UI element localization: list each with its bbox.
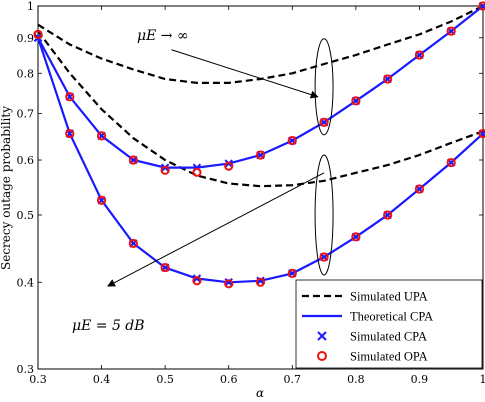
x-tick-label: 0.4 bbox=[93, 373, 111, 386]
series-line-1 bbox=[37, 5, 484, 169]
opa-marker bbox=[478, 1, 485, 11]
x-axis-label: α bbox=[256, 386, 264, 400]
y-axis-label: Secrecy outage probability bbox=[0, 106, 13, 270]
series-line-0 bbox=[37, 5, 484, 85]
opa-marker bbox=[383, 210, 393, 220]
opa-marker bbox=[383, 74, 393, 84]
opa-marker bbox=[414, 50, 425, 60]
series-line-1 bbox=[36, 37, 484, 284]
x-tick-label: 0.5 bbox=[156, 373, 174, 386]
legend-label: Simulated UPA bbox=[350, 290, 428, 304]
opa-marker bbox=[96, 195, 107, 205]
opa-marker bbox=[65, 128, 75, 139]
legend-swatch-o bbox=[317, 351, 327, 361]
cpa-marker bbox=[192, 274, 202, 283]
series-line-0 bbox=[37, 30, 484, 188]
opa-marker bbox=[224, 279, 234, 289]
opa-marker bbox=[446, 26, 456, 36]
opa-marker bbox=[255, 150, 266, 160]
legend-swatch-x bbox=[317, 331, 327, 341]
series-lines bbox=[36, 5, 484, 284]
opa-marker bbox=[224, 161, 234, 171]
legend-label: Simulated CPA bbox=[350, 330, 427, 344]
x-tick-label: 0.9 bbox=[411, 373, 429, 386]
arrow-upper bbox=[171, 49, 319, 99]
arrow-lower bbox=[107, 172, 325, 287]
opa-marker bbox=[319, 252, 329, 262]
opa-marker bbox=[287, 268, 297, 278]
x-tick-label: 0.7 bbox=[284, 373, 302, 386]
opa-marker bbox=[192, 167, 202, 177]
legend-label: Simulated OPA bbox=[350, 350, 428, 364]
legend: Simulated UPA Theoretical CPA Simulated CP… bbox=[295, 279, 483, 369]
y-tick-label: 1 bbox=[27, 0, 34, 13]
opa-marker bbox=[319, 117, 329, 127]
opa-marker bbox=[287, 135, 297, 146]
x-tick-label: 1 bbox=[480, 373, 485, 386]
annotations: μE → ∞ μE = 5 dB bbox=[72, 28, 334, 334]
opa-marker bbox=[446, 157, 456, 168]
x-tick-label: 0.6 bbox=[220, 373, 238, 386]
opa-marker bbox=[128, 238, 138, 249]
opa-marker bbox=[255, 277, 266, 287]
y-tick-label: 0.9 bbox=[17, 32, 35, 45]
axis-ticks: 0.3 0.4 0.5 0.6 0.7 0.8 0.9 1 0.3 0.4 0.5 0.6 0.7 0.8… bbox=[17, 0, 485, 386]
plot-frame bbox=[37, 5, 484, 370]
opa-marker bbox=[478, 128, 485, 139]
legend-box bbox=[295, 279, 483, 369]
ellipse-lower-group bbox=[314, 154, 334, 276]
annotation-mu-5db: μE = 5 dB bbox=[72, 318, 145, 334]
opa-marker bbox=[96, 131, 107, 141]
opa-marker bbox=[33, 29, 43, 40]
y-tick-label: 0.4 bbox=[17, 276, 35, 289]
opa-marker bbox=[160, 165, 170, 175]
y-tick-label: 0.7 bbox=[17, 108, 35, 121]
opa-marker bbox=[414, 184, 425, 194]
opa-marker bbox=[65, 92, 75, 102]
opa-marker bbox=[160, 262, 170, 273]
x-tick-label: 0.3 bbox=[29, 373, 47, 386]
y-tick-label: 0.3 bbox=[17, 363, 35, 376]
annotation-mu-inf: μE → ∞ bbox=[137, 28, 189, 44]
cpa-marker bbox=[224, 159, 233, 168]
opa-marker bbox=[128, 155, 138, 165]
legend-label: Theoretical CPA bbox=[350, 310, 433, 324]
ellipse-upper-group bbox=[314, 38, 334, 136]
series-markers bbox=[33, 1, 485, 289]
y-tick-label: 0.5 bbox=[17, 209, 35, 222]
x-tick-label: 0.8 bbox=[347, 373, 365, 386]
y-tick-label: 0.6 bbox=[17, 154, 35, 167]
cpa-marker bbox=[160, 163, 170, 172]
y-tick-label: 0.8 bbox=[17, 67, 35, 80]
opa-marker bbox=[351, 96, 361, 106]
opa-marker bbox=[351, 232, 361, 242]
opa-marker bbox=[192, 276, 202, 286]
